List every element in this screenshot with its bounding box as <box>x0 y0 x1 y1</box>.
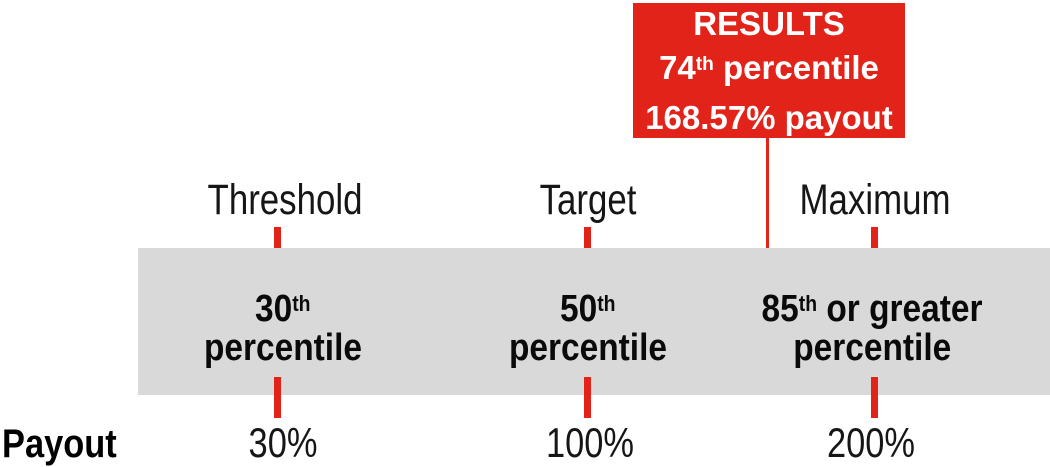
band-text-threshold: 30th percentile <box>193 288 373 369</box>
results-percentile-value: 74 <box>659 48 696 86</box>
band-text-maximum: 85th or greater percentile <box>746 288 997 369</box>
target-tick-top <box>584 227 591 268</box>
marker-label-target-text: Target <box>539 176 637 224</box>
results-percentile-suffix: percentile <box>713 48 879 86</box>
marker-label-target: Target <box>528 179 648 222</box>
maximum-tick-bottom <box>871 377 878 418</box>
percentile-scale-band <box>138 248 1050 395</box>
results-percentile-ordinal: th <box>695 53 714 75</box>
marker-label-threshold-text: Threshold <box>207 176 363 224</box>
results-payout-line: 168.57% payout <box>645 98 893 136</box>
marker-label-threshold: Threshold <box>189 179 380 222</box>
results-callout: RESULTS 74th percentile 168.57% payout <box>633 3 905 138</box>
band-text-threshold-line2: percentile <box>204 327 362 369</box>
target-tick-bottom <box>584 377 591 418</box>
band-text-maximum-line1: 85th or greater <box>761 288 983 330</box>
payout-axis-label: Payout <box>2 423 135 465</box>
band-text-maximum-line2: percentile <box>792 327 951 369</box>
payout-axis-label-text: Payout <box>2 422 117 466</box>
band-text-target: 50th percentile <box>498 288 678 369</box>
payout-value-maximum: 200% <box>826 419 916 466</box>
marker-label-maximum-text: Maximum <box>799 176 951 224</box>
threshold-tick-bottom <box>274 377 281 418</box>
results-title: RESULTS <box>693 4 845 42</box>
maximum-tick-top <box>871 227 878 268</box>
threshold-tick-top <box>274 227 281 268</box>
marker-label-maximum: Maximum <box>782 179 968 222</box>
band-text-target-line2: percentile <box>509 327 667 369</box>
payout-value-threshold: 30% <box>248 419 318 466</box>
band-text-threshold-line1: 30th <box>255 288 311 330</box>
results-leader-line <box>766 137 769 249</box>
payout-value-target: 100% <box>545 419 635 466</box>
results-percentile-line: 74th percentile <box>659 46 879 96</box>
band-text-target-line1: 50th <box>560 288 616 330</box>
